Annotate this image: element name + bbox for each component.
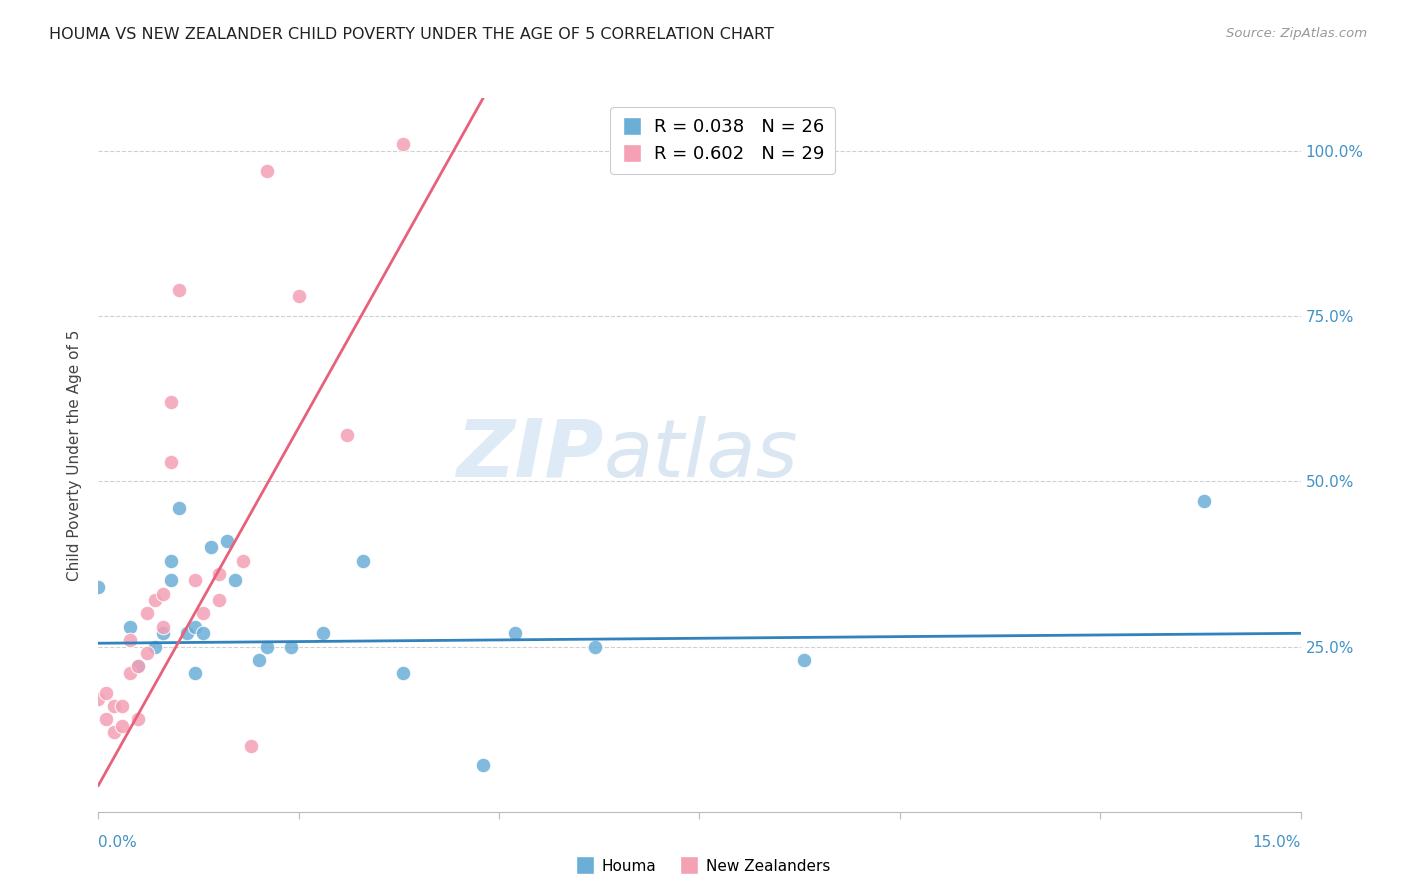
Point [111,719,134,733]
Point [143,640,166,654]
Legend: Houma, New Zealanders: Houma, New Zealanders [569,853,837,880]
Point [135,646,157,660]
Point [280,640,302,654]
Point [208,566,231,581]
Text: 15.0%: 15.0% [1253,836,1301,850]
Point [793,653,815,667]
Point [183,574,205,588]
Point [120,620,142,634]
Text: ZIP: ZIP [456,416,603,494]
Point [96,686,118,700]
Point [392,137,415,152]
Point [159,454,181,468]
Point [152,620,174,634]
Point [152,626,174,640]
Text: HOUMA VS NEW ZEALANDER CHILD POVERTY UNDER THE AGE OF 5 CORRELATION CHART: HOUMA VS NEW ZEALANDER CHILD POVERTY UND… [49,27,775,42]
Point [159,554,181,568]
Point [87,692,110,706]
Text: Source: ZipAtlas.com: Source: ZipAtlas.com [1226,27,1367,40]
Point [583,640,606,654]
Point [336,428,359,442]
Point [1194,494,1216,508]
Point [135,607,157,621]
Point [352,554,374,568]
Point [503,626,526,640]
Point [183,620,205,634]
Point [143,593,166,607]
Point [472,758,495,772]
Point [392,665,415,680]
Point [128,712,150,726]
Point [183,665,205,680]
Point [128,659,150,673]
Point [111,698,134,713]
Point [103,725,125,739]
Point [87,580,110,594]
Text: 0.0%: 0.0% [98,836,138,850]
Point [120,632,142,647]
Point [191,607,214,621]
Point [200,541,222,555]
Y-axis label: Child Poverty Under the Age of 5: Child Poverty Under the Age of 5 [67,329,83,581]
Point [239,739,262,753]
Point [152,587,174,601]
Point [215,533,238,548]
Point [96,712,118,726]
Point [224,574,246,588]
Point [120,665,142,680]
Point [312,626,335,640]
Point [191,626,214,640]
Point [256,640,278,654]
Point [208,593,231,607]
Text: atlas: atlas [603,416,799,494]
Legend: R = 0.038   N = 26, R = 0.602   N = 29: R = 0.038 N = 26, R = 0.602 N = 29 [610,107,835,174]
Point [167,283,190,297]
Point [103,698,125,713]
Point [232,554,254,568]
Point [167,500,190,515]
Point [176,626,198,640]
Point [159,395,181,409]
Point [159,574,181,588]
Point [288,289,311,303]
Point [128,659,150,673]
Point [247,653,270,667]
Point [256,163,278,178]
